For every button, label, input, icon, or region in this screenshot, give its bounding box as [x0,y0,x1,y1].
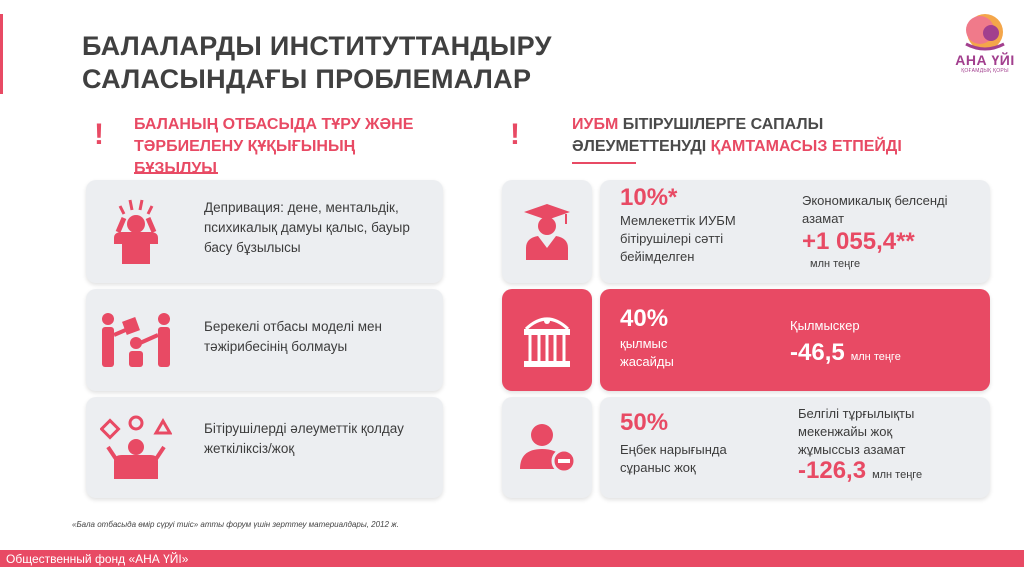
right-icon-card-3 [502,397,592,498]
right-exclamation-icon: ! [510,118,520,151]
footer-bar: Общественный фонд «АНА ҮЙІ» [0,550,1024,567]
left-card-2: Берекелі отбасы моделі мен тәжірибесінің… [86,289,443,391]
left-card-3: Бітірушілерді әлеуметтік қолдау жеткілік… [86,397,443,498]
left-accent-rule [0,14,3,94]
right-stat-card-3: 50% Еңбек нарығында сұраныс жоқ Белгілі … [600,397,990,498]
logo: АНА ҮЙІ ҚОҒАМДЫҚ ҚОРЫ [948,8,1022,84]
crime-value: -46,5 млн теңге [790,339,901,366]
source-footnote: «Бала отбасыда өмір сүруі тиіс» атты фор… [72,520,399,529]
right-stat-card-1: 10%* Мемлекеттік ИУБМ бітірушілері сәтті… [600,180,990,283]
right-heading-underline [572,162,636,164]
user-minus-icon [520,424,576,474]
prison-icon [524,317,570,367]
graduate-icon [524,204,570,260]
left-heading-underline [134,172,218,174]
confused-person-icon [100,415,172,479]
left-exclamation-icon: ! [94,118,104,151]
unemployed-value: -126,3 млн теңге [798,457,923,484]
page-title: БАЛАЛАРДЫ ИНСТИТУТТАНДЫРУ САЛАСЫНДАҒЫ ПР… [82,31,552,94]
logo-mother-child-icon [965,14,1005,51]
left-card-1: Депривация: дене, ментальдік, психикалық… [86,180,443,283]
stressed-person-icon [114,199,158,264]
footer-text: Общественный фонд «АНА ҮЙІ» [6,552,189,566]
left-heading: БАЛАНЫҢ ОТБАСЫДА ТҰРУ ЖӘНЕ ТӘРБИЕЛЕНУ ҚҰ… [134,116,414,177]
right-stat-card-2: 40% қылмыс жасайды Қылмыскер -46,5 млн те… [600,289,990,391]
right-icon-card-1 [502,180,592,283]
family-icon [102,313,170,367]
right-icon-card-2 [502,289,592,391]
right-heading: ИУБМ БІТІРУШІЛЕРГЕ САПАЛЫ ӘЛЕУМЕТТЕНУДІ … [572,116,902,155]
